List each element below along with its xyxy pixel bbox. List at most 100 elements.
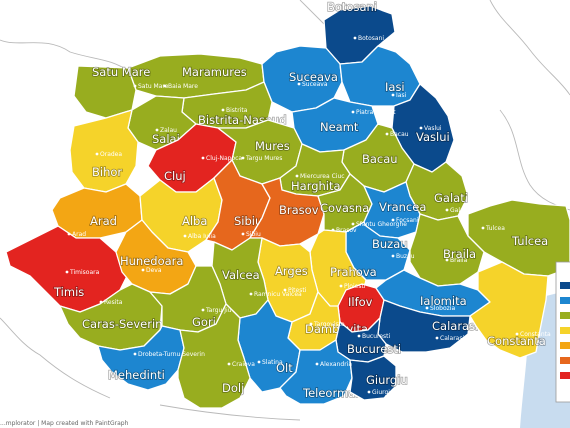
county-label-valcea: Valcea [222, 268, 260, 282]
county-label-olt: Olt [276, 361, 293, 375]
legend-swatch-orange [560, 342, 570, 349]
county-label-ialomita: Ialomita [420, 294, 467, 308]
city-label-cluj: Cluj-Napoca [206, 155, 242, 162]
city-dot-covasna [351, 222, 355, 226]
county-label-dolj: Dolj [222, 381, 244, 395]
county-label-vaslui: Vaslui [416, 130, 450, 144]
city-dot-sibiu [241, 232, 245, 236]
city-label-arges: Pitesti [288, 287, 307, 294]
city-dot-olt [257, 360, 261, 364]
city-dot-bacau [385, 132, 389, 136]
county-label-bihor: Bihor [92, 165, 122, 179]
city-dot-bistrita-nasaud [221, 108, 225, 112]
county-label-maramures: Maramures [182, 65, 247, 79]
county-label-iasi: Iasi [385, 80, 405, 94]
city-label-bucuresti: Bucuresti [362, 333, 391, 340]
city-label-constanta: Constanta [520, 331, 551, 338]
county-label-calarasi: Calarasi [432, 319, 478, 333]
city-dot-prahova [339, 284, 343, 288]
county-label-alba: Alba [182, 214, 207, 228]
city-dot-buzau [391, 254, 395, 258]
county-label-prahova: Prahova [330, 265, 377, 279]
city-dot-neamt [351, 110, 355, 114]
city-label-brasov: Brasov [336, 227, 357, 234]
legend-swatch-blue [560, 297, 570, 304]
legend-swatch-yellow [560, 327, 570, 334]
city-label-caras-severin: Resita [104, 299, 123, 306]
county-bihor [69, 109, 139, 193]
city-label-satu-mare: Satu Mare [138, 83, 169, 90]
county-label-giurgiu: Giurgiu [366, 373, 408, 387]
city-label-bistrita-nasaud: Bistrita [226, 107, 248, 114]
county-label-vrancea: Vrancea [379, 200, 426, 214]
county-label-neamt: Neamt [320, 120, 359, 134]
city-label-galati: Galati [450, 207, 468, 214]
legend-swatch-dark-orange [560, 357, 570, 364]
city-dot-bihor [95, 152, 99, 156]
county-teleorman [279, 339, 353, 405]
city-label-sibiu: Sibiu [246, 231, 261, 238]
county-label-mures: Mures [255, 139, 290, 153]
city-label-vrancea: Focsani [396, 217, 419, 224]
city-dot-bucuresti [357, 334, 361, 338]
city-label-vaslui: Vaslui [424, 125, 442, 132]
county-label-bacau: Bacau [362, 152, 398, 166]
city-label-olt: Slatina [262, 359, 283, 366]
county-label-hunedoara: Hunedoara [120, 254, 183, 268]
city-label-teleorman: Alexandria [320, 361, 352, 368]
city-label-valcea: Ramnicu Valcea [254, 291, 302, 298]
county-giurgiu [349, 355, 397, 401]
county-label-teleorman: Teleorman [302, 386, 363, 400]
city-dot-suceava [297, 82, 301, 86]
city-dot-botosani [353, 36, 357, 40]
city-dot-vaslui [419, 126, 423, 130]
city-label-gorj: Targu Jiu [205, 307, 232, 314]
county-label-tulcea: Tulcea [511, 234, 548, 248]
city-dot-tulcea [481, 226, 485, 230]
city-dot-braila [445, 258, 449, 262]
city-label-neamt: Piatra-Neamt [356, 109, 396, 116]
city-label-dolj: Craiova [232, 361, 255, 368]
city-dot-calarasi [435, 336, 439, 340]
city-label-giurgiu: Giurgiu [372, 389, 394, 396]
city-label-mures: Targu Mures [245, 155, 282, 162]
city-dot-satu-mare [133, 84, 137, 88]
city-dot-dolj [227, 362, 231, 366]
city-dot-galati [445, 208, 449, 212]
city-label-suceava: Suceava [302, 81, 328, 88]
city-dot-maramures [163, 84, 167, 88]
legend-swatch-navy [560, 282, 570, 289]
city-dot-hunedoara [141, 268, 145, 272]
city-label-buzau: Buzau [396, 253, 415, 260]
city-dot-alba [183, 234, 187, 238]
county-label-arad: Arad [90, 214, 117, 228]
county-label-harghita: Harghita [291, 179, 341, 193]
county-dolj [177, 303, 251, 409]
county-label-suceava: Suceava [289, 70, 338, 84]
city-dot-mures [241, 156, 245, 160]
county-label-botosani: Botosani [327, 0, 377, 14]
city-dot-cluj [201, 156, 205, 160]
city-dot-giurgiu [367, 390, 371, 394]
city-label-ialomita: Slobozia [430, 305, 455, 312]
legend-swatch-olive [560, 312, 570, 319]
city-dot-dambovita [309, 322, 313, 326]
city-dot-teleorman [315, 362, 319, 366]
bucuresti-marker [354, 315, 360, 321]
county-label-satu-mare: Satu Mare [92, 65, 150, 79]
city-dot-arges [283, 288, 287, 292]
map-legend [555, 261, 570, 403]
city-label-tulcea: Tulcea [485, 225, 505, 232]
city-label-mehedinti: Drobeta-Turnu Severin [138, 351, 205, 358]
footer-credit: ...mplorator | Map created with PaintGra… [0, 420, 132, 428]
counties-layer: Botosani Maramures Satu Mare Suceava Iasi Bis… [5, 0, 570, 409]
city-label-covasna: Sfantu Gheorghe [356, 221, 407, 228]
city-label-harghita: Miercurea Ciuc [300, 173, 345, 180]
county-vrancea [363, 181, 421, 239]
county-label-braila: Braila [443, 247, 476, 261]
city-label-timis: Timisoara [69, 269, 100, 276]
county-label-ilfov: Ilfov [348, 295, 373, 309]
county-caras-severin [59, 283, 163, 351]
